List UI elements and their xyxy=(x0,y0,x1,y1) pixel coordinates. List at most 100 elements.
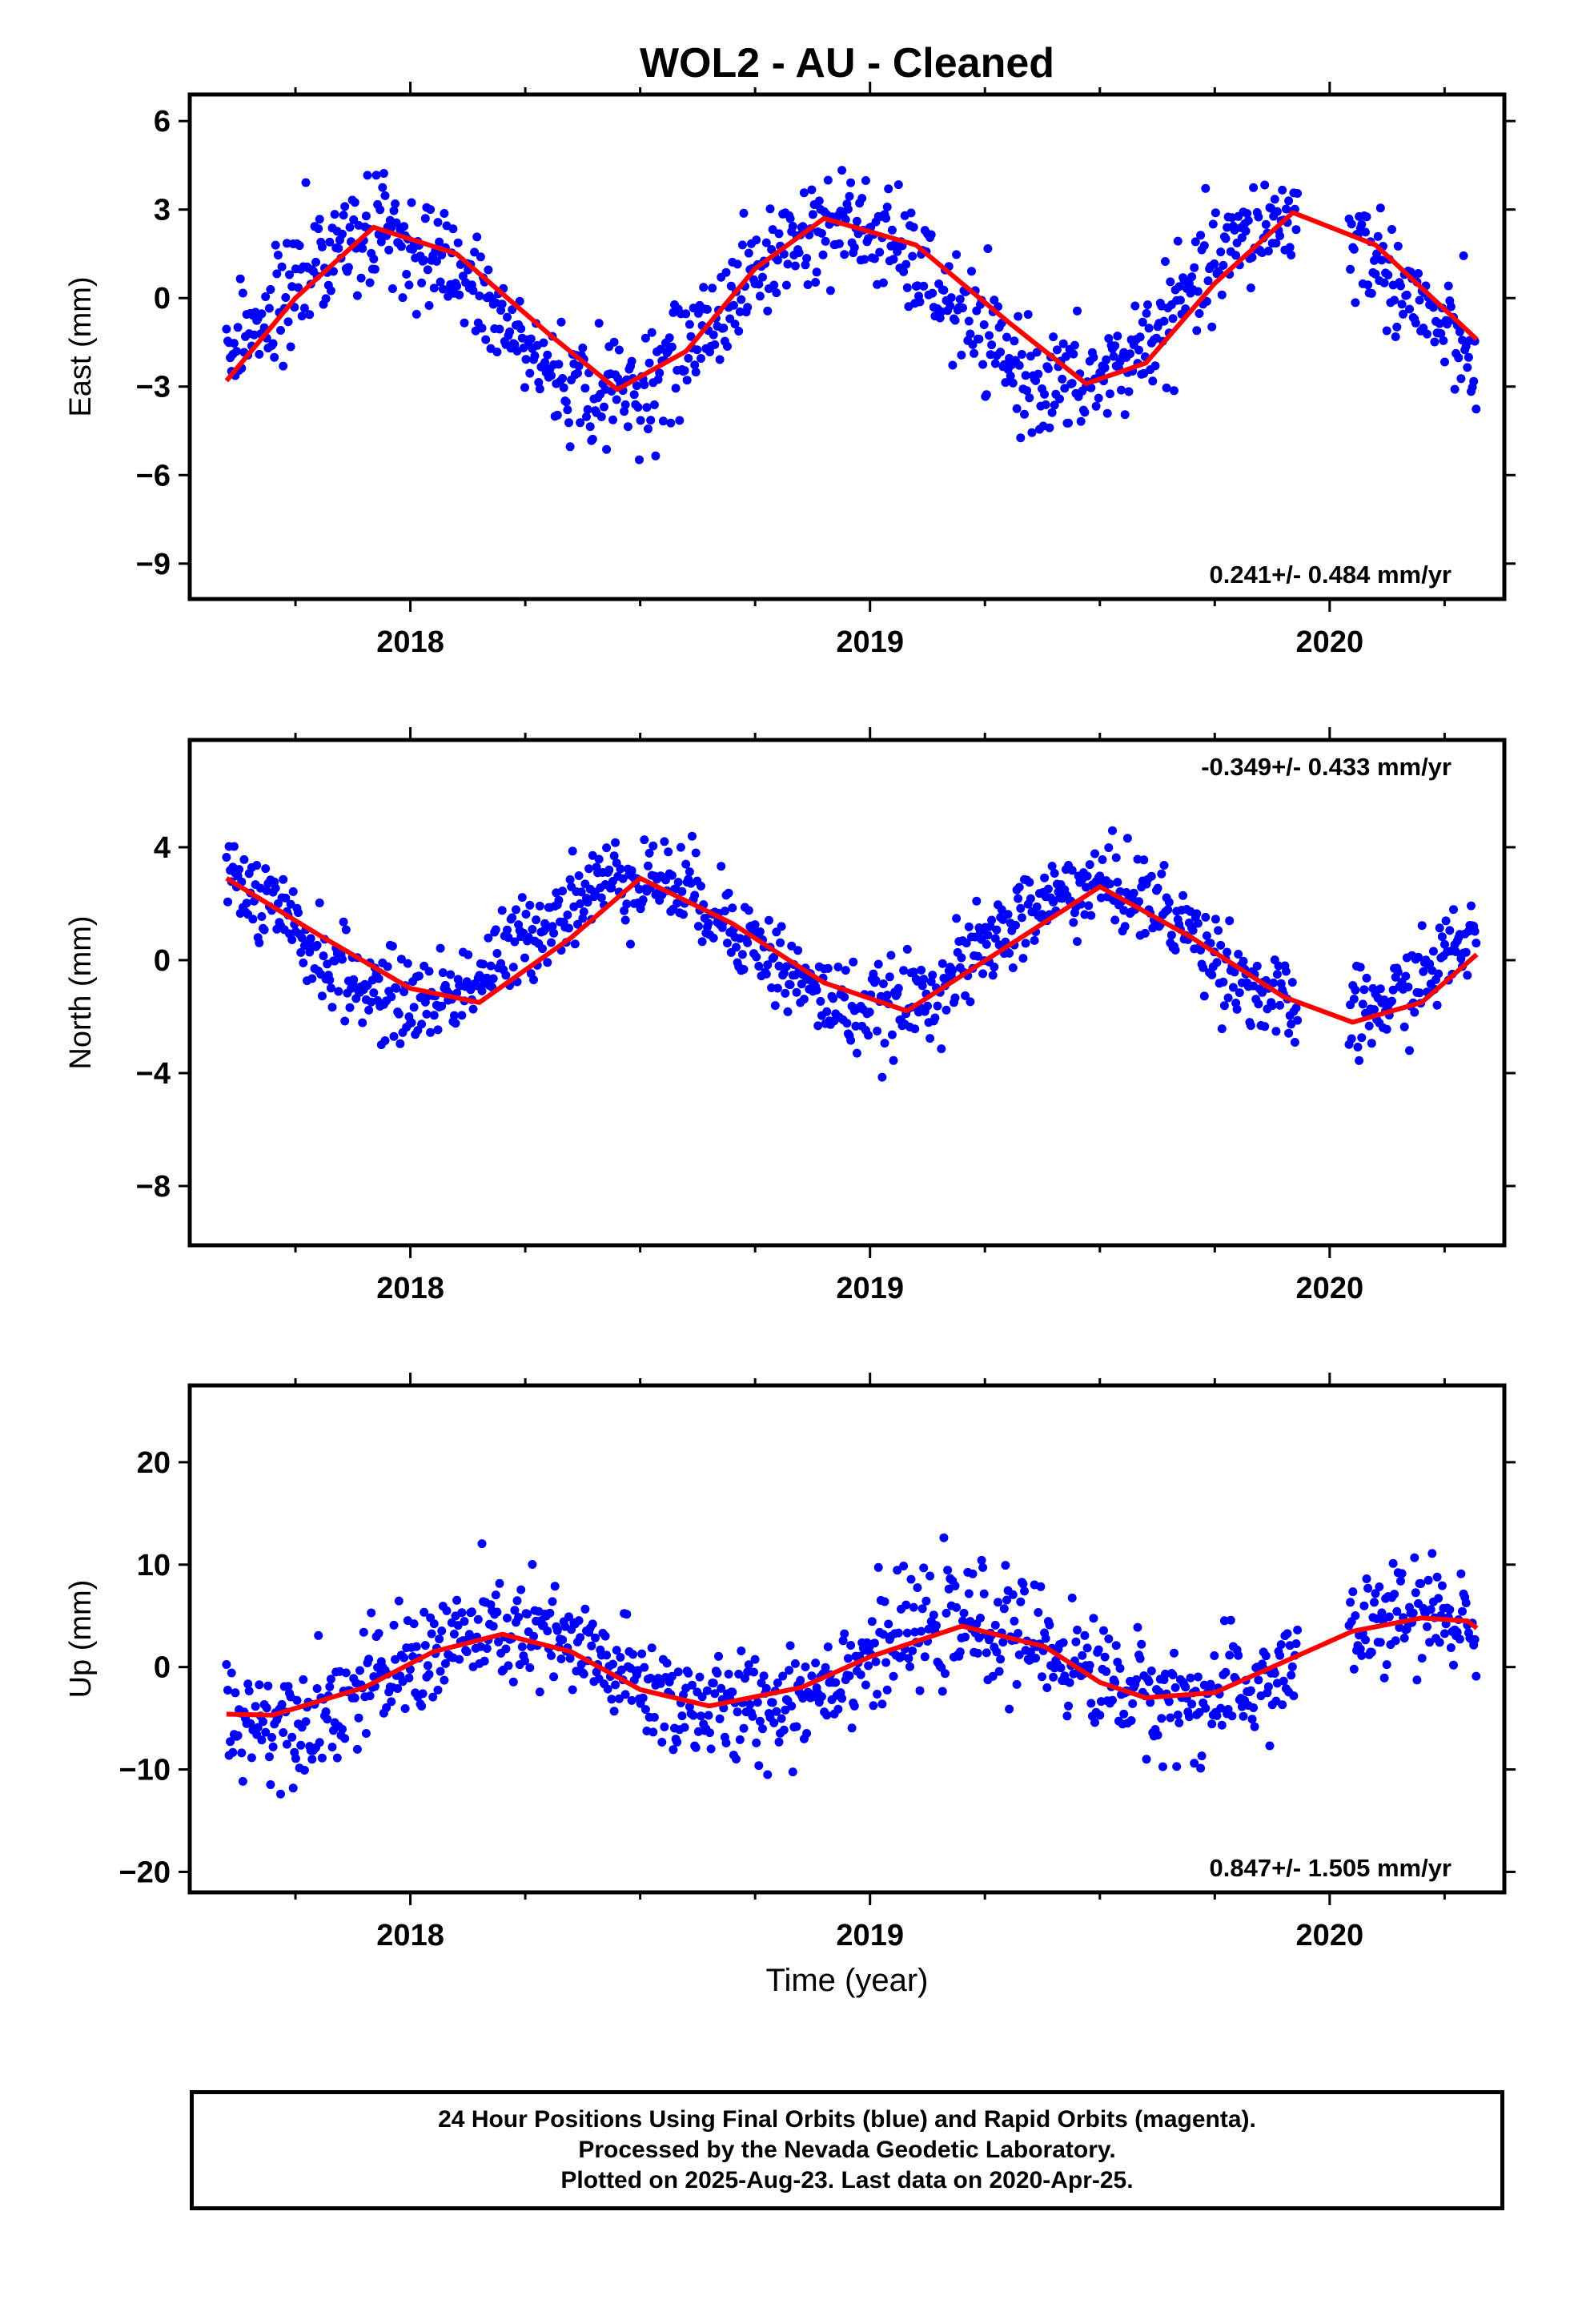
up-data-point xyxy=(1270,1669,1279,1678)
up-data-point xyxy=(491,1590,500,1600)
up-data-point xyxy=(223,1686,232,1695)
north-data-point xyxy=(296,947,306,957)
north-data-point xyxy=(1419,967,1428,976)
up-data-point xyxy=(365,1691,375,1701)
east-data-point xyxy=(1130,301,1140,311)
east-data-point xyxy=(642,403,652,412)
up-data-point xyxy=(1391,1636,1400,1646)
up-data-point xyxy=(929,1610,938,1620)
east-data-point xyxy=(448,224,458,234)
north-data-point xyxy=(394,1009,404,1019)
north-data-point xyxy=(852,1048,861,1058)
east-data-point xyxy=(232,347,241,356)
up-y-tick-label: 10 xyxy=(137,1549,171,1582)
east-data-point xyxy=(400,222,409,231)
up-data-point xyxy=(657,1738,667,1747)
north-data-point xyxy=(880,1039,889,1048)
up-data-point xyxy=(1041,1634,1050,1643)
up-data-point xyxy=(1217,1720,1227,1730)
east-data-point xyxy=(1052,345,1062,355)
east-data-point xyxy=(1243,209,1252,219)
up-data-point xyxy=(737,1647,746,1655)
north-data-point xyxy=(1223,993,1233,1003)
up-data-point xyxy=(361,1729,371,1738)
up-data-point xyxy=(591,1633,600,1642)
up-data-point xyxy=(833,1704,843,1714)
east-data-point xyxy=(697,354,705,363)
north-data-point xyxy=(886,951,896,960)
north-data-point xyxy=(1032,902,1042,911)
east-data-point xyxy=(658,416,668,426)
up-data-point xyxy=(547,1651,556,1660)
up-data-point xyxy=(1388,1558,1398,1568)
up-data-point xyxy=(1445,1605,1455,1614)
up-data-point xyxy=(612,1646,621,1655)
north-data-point xyxy=(793,946,803,955)
up-data-point xyxy=(266,1780,275,1789)
east-data-point xyxy=(547,371,556,380)
up-data-point xyxy=(705,1728,714,1738)
up-data-point xyxy=(637,1649,647,1659)
east-data-point xyxy=(773,255,782,265)
up-data-point xyxy=(332,1753,342,1763)
north-data-point xyxy=(983,931,993,940)
east-plot-frame xyxy=(187,92,1507,601)
east-data-point xyxy=(1371,269,1380,279)
up-data-point xyxy=(429,1619,439,1629)
up-data-point xyxy=(1014,1650,1024,1659)
north-data-point xyxy=(840,992,849,1002)
east-data-point xyxy=(1168,314,1178,324)
east-data-point xyxy=(723,342,732,351)
up-data-point xyxy=(968,1569,978,1578)
east-data-point xyxy=(814,196,824,206)
east-data-point xyxy=(1362,212,1371,222)
up-fit-curve xyxy=(226,1615,1479,1718)
up-data-point xyxy=(1246,1686,1255,1695)
up-data-point xyxy=(1423,1575,1433,1585)
east-data-point xyxy=(1161,257,1170,266)
up-data-point xyxy=(831,1678,841,1687)
east-y-tick-label: 0 xyxy=(154,282,171,316)
east-data-point xyxy=(1055,394,1064,404)
up-data-point xyxy=(1174,1718,1184,1727)
east-data-point xyxy=(314,224,323,234)
up-data-point xyxy=(1293,1625,1303,1634)
east-data-point xyxy=(515,296,524,306)
east-data-point xyxy=(632,381,641,391)
up-data-point xyxy=(647,1643,656,1653)
north-data-point xyxy=(640,835,649,845)
up-data-point xyxy=(1225,1651,1235,1660)
east-data-point xyxy=(1392,322,1402,332)
north-data-point xyxy=(1239,956,1248,966)
east-data-point xyxy=(635,455,644,464)
east-data-point xyxy=(908,251,917,261)
up-data-point xyxy=(1355,1644,1365,1654)
up-data-point xyxy=(994,1667,1004,1676)
up-data-point xyxy=(1397,1569,1407,1578)
north-data-point xyxy=(1026,894,1035,903)
north-data-point xyxy=(761,969,771,979)
up-data-point xyxy=(417,1702,427,1711)
east-data-point xyxy=(1357,219,1367,229)
east-data-point xyxy=(565,442,575,452)
up-data-point xyxy=(508,1677,518,1687)
north-data-point xyxy=(396,1039,405,1048)
east-data-point xyxy=(752,235,761,245)
east-data-point xyxy=(684,353,693,363)
east-data-point xyxy=(807,185,817,195)
north-data-point xyxy=(1246,1021,1255,1031)
up-data-point xyxy=(1062,1711,1072,1721)
up-data-point xyxy=(1361,1635,1370,1645)
up-data-point xyxy=(607,1695,616,1704)
up-data-point xyxy=(734,1670,744,1679)
up-y-axis-label: Up (mm) xyxy=(64,1580,98,1699)
north-data-point xyxy=(261,864,271,874)
up-data-point xyxy=(1250,1722,1259,1731)
east-data-point xyxy=(402,269,412,279)
east-data-point xyxy=(315,215,324,224)
north-data-point xyxy=(1230,967,1239,977)
east-data-point xyxy=(497,300,507,309)
north-data-point xyxy=(1211,915,1220,924)
east-data-point xyxy=(600,402,608,412)
north-data-point xyxy=(1290,1038,1299,1047)
